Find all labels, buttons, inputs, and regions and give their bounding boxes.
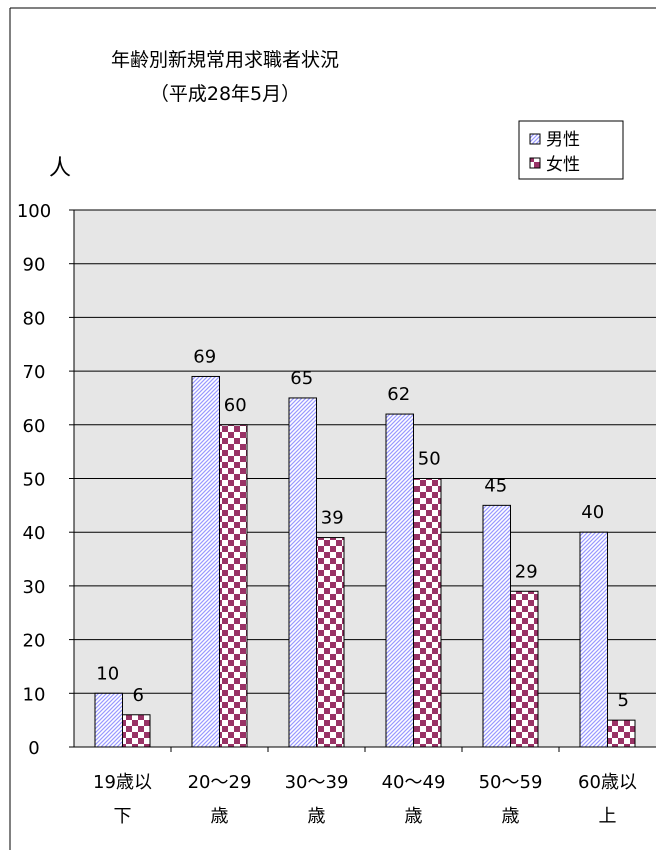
bar-female xyxy=(413,478,442,748)
y-tick-label: 20 xyxy=(23,631,46,652)
bar-female xyxy=(122,714,151,748)
y-tick-label: 70 xyxy=(23,362,46,383)
x-tick-label: 50～59 xyxy=(479,772,543,793)
chart-title: 年齢別新規常用求職者状況 xyxy=(111,49,339,71)
legend-swatch-male xyxy=(529,133,541,145)
y-tick-label: 100 xyxy=(17,201,51,222)
y-tick-label: 0 xyxy=(28,738,39,759)
data-label-male: 40 xyxy=(581,502,604,523)
bar-female xyxy=(316,537,345,748)
data-label-female: 60 xyxy=(224,395,247,416)
x-tick-label: 40～49 xyxy=(382,772,446,793)
bar-female xyxy=(510,590,539,748)
data-label-female: 39 xyxy=(321,508,344,529)
y-tick-label: 80 xyxy=(23,308,46,329)
x-tick-label: 上 xyxy=(599,806,617,827)
x-tick-label: 下 xyxy=(114,806,132,827)
data-label-male: 45 xyxy=(484,475,507,496)
x-tick-label: 60歳以 xyxy=(578,772,637,793)
data-labels: 10 6 69 60 65 39 62 50 45 29 40 5 xyxy=(96,346,629,711)
bars xyxy=(94,375,636,748)
bar-male xyxy=(385,413,414,748)
x-tick-label: 歳 xyxy=(211,806,229,827)
x-tick-label: 20～29 xyxy=(188,772,252,793)
legend-label-female: 女性 xyxy=(546,155,580,175)
bar-male xyxy=(579,531,608,748)
y-axis-label: 人 xyxy=(49,156,71,181)
x-tick-label: 30～39 xyxy=(285,772,349,793)
legend-label-male: 男性 xyxy=(546,130,580,150)
y-tick-label: 90 xyxy=(23,255,46,276)
data-label-female: 50 xyxy=(418,449,441,470)
bar-female xyxy=(219,424,248,748)
chart-subtitle: （平成28年5月） xyxy=(150,83,300,105)
y-tick-label: 40 xyxy=(23,523,46,544)
data-label-female: 5 xyxy=(618,690,629,711)
data-label-male: 10 xyxy=(96,663,119,684)
data-label-male: 69 xyxy=(193,346,216,367)
y-tick-label: 10 xyxy=(23,684,46,705)
bar-male xyxy=(482,504,511,748)
bar-female xyxy=(607,719,636,748)
gridlines xyxy=(69,209,656,748)
x-tick-label: 歳 xyxy=(405,806,423,827)
y-axis-ticks: 0 10 20 30 40 50 60 70 80 90 100 xyxy=(17,201,51,759)
legend-swatch-female xyxy=(529,157,541,169)
y-tick-label: 60 xyxy=(23,416,46,437)
legend: 男性 女性 xyxy=(518,120,624,180)
data-label-male: 62 xyxy=(387,384,410,405)
x-tick-label: 歳 xyxy=(308,806,326,827)
legend-frame xyxy=(518,120,624,180)
bar-male xyxy=(288,397,317,748)
x-tick-label: 19歳以 xyxy=(93,772,152,793)
bar-male xyxy=(94,692,123,748)
data-label-female: 6 xyxy=(133,685,144,706)
y-tick-label: 50 xyxy=(23,470,46,491)
data-label-male: 65 xyxy=(290,368,313,389)
y-tick-label: 30 xyxy=(23,577,46,598)
data-label-female: 29 xyxy=(515,561,538,582)
x-tick-label: 歳 xyxy=(502,806,520,827)
bar-male xyxy=(191,375,220,748)
